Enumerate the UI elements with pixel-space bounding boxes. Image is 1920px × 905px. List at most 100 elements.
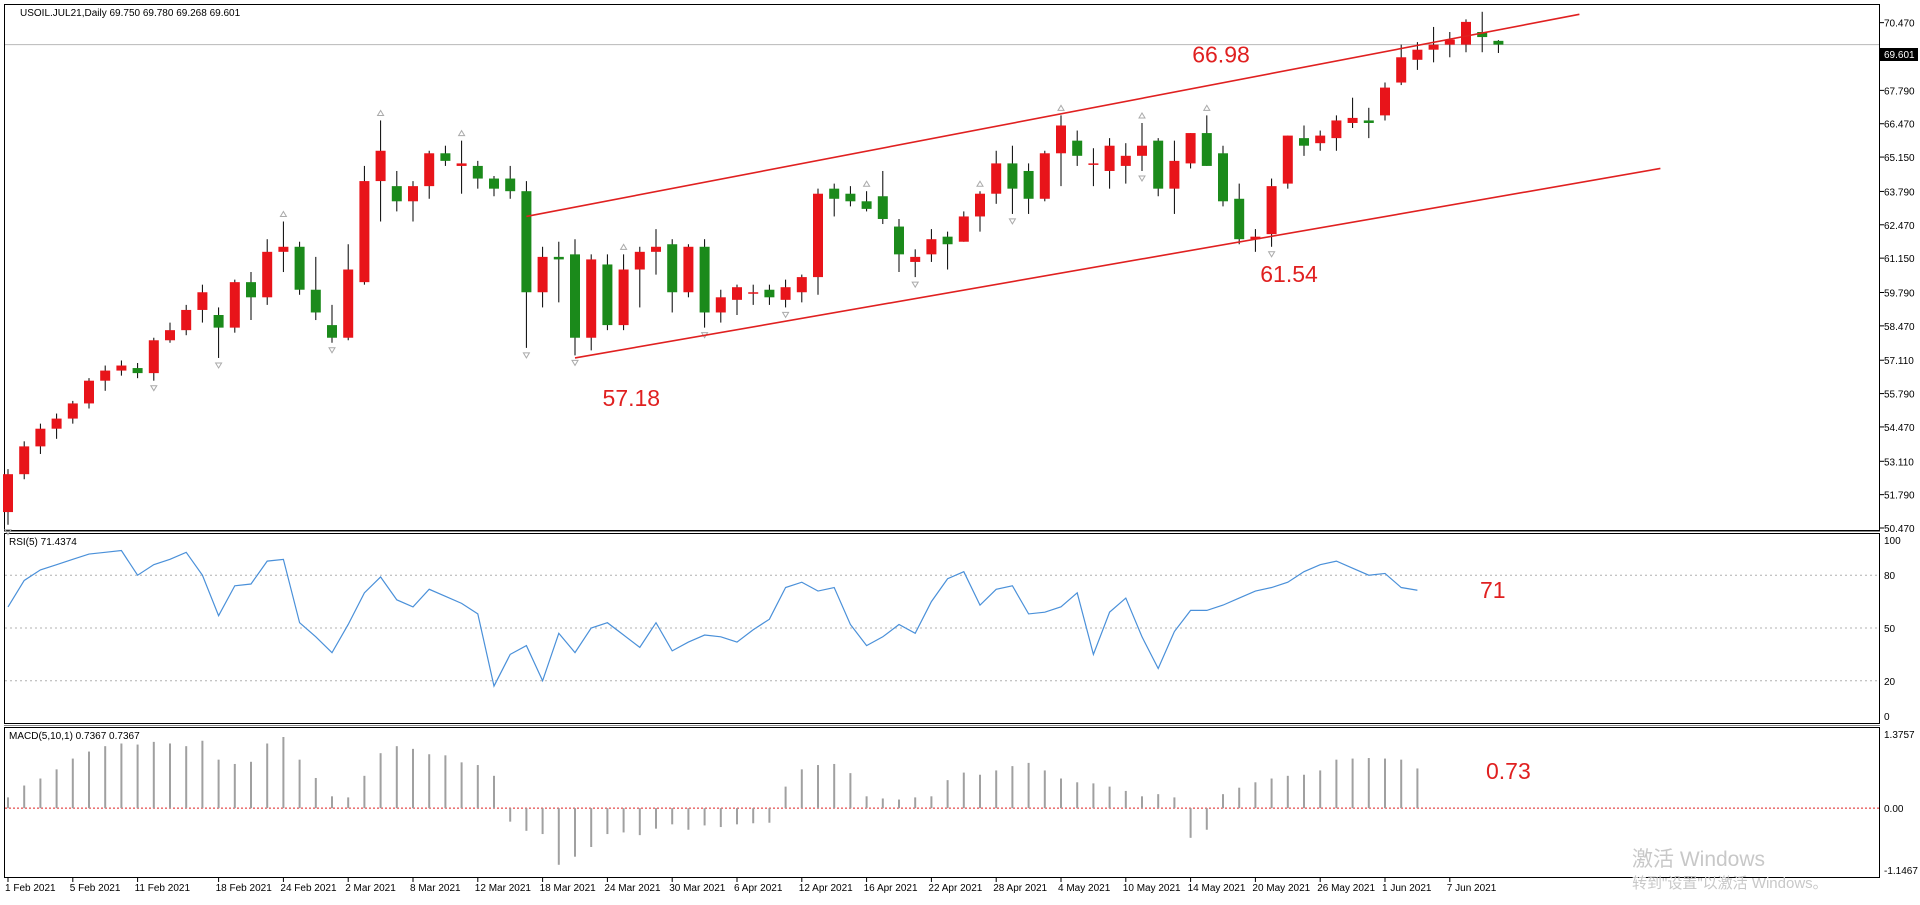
candle-body: [1072, 140, 1083, 156]
time-axis-label: 6 Apr 2021: [734, 883, 783, 894]
price-axis-label: 67.790: [1884, 86, 1915, 97]
candle-body: [1444, 39, 1455, 45]
candle-body: [472, 165, 483, 179]
axis-labels: 70.47069.15067.79066.47065.15063.79062.4…: [5, 19, 1918, 894]
rsi-axis-label: 100: [1884, 536, 1901, 547]
time-axis-label: 4 May 2021: [1058, 883, 1111, 894]
fractal-up-marker: [619, 243, 628, 250]
fractal-up-marker: [376, 109, 385, 116]
price-axis-label: 58.470: [1884, 322, 1915, 333]
candle-body: [894, 226, 904, 255]
macd-header: MACD(5,10,1) 0.7367 0.7367: [9, 731, 140, 742]
candle-body: [1428, 44, 1439, 50]
candle-body: [1331, 120, 1342, 139]
macd-layer: 0.73: [5, 737, 1879, 865]
macd-axis-label: 1.3757: [1884, 730, 1915, 741]
current-price-label: 69.601: [1884, 50, 1915, 61]
time-axis-label: 28 Apr 2021: [993, 883, 1047, 894]
candle-body: [586, 259, 597, 338]
time-axis-label: 14 May 2021: [1188, 883, 1246, 894]
candle-body: [1250, 236, 1261, 240]
fractal-down-marker: [328, 347, 336, 354]
candle-body: [359, 181, 370, 283]
channel-trendline: [574, 167, 1661, 359]
candle-body: [715, 297, 726, 313]
candle-body: [229, 282, 240, 328]
rsi-annotation: 71: [1480, 577, 1506, 603]
fractal-up-marker: [976, 180, 984, 187]
activation-watermark-subtitle: 转到"设置"以激活 Windows。: [1632, 875, 1828, 892]
rsi-layer: 71: [7, 549, 1506, 688]
fractal-down-marker: [522, 352, 531, 359]
fractal-down-marker: [1267, 251, 1276, 258]
fractal-down-marker: [4, 529, 12, 536]
candle-body: [424, 153, 435, 187]
fractal-up-marker: [279, 210, 288, 218]
candle-body: [262, 251, 273, 298]
price-axis-label: 62.470: [1884, 221, 1915, 232]
candle-body: [343, 269, 354, 338]
price-axis-label: 59.790: [1884, 289, 1915, 300]
time-axis-label: 8 Mar 2021: [410, 883, 461, 894]
candle-body: [1380, 87, 1390, 116]
candle-body: [683, 246, 694, 293]
candle-body: [1396, 57, 1407, 83]
price-axis-label: 70.470: [1884, 19, 1915, 30]
candle-body: [197, 292, 208, 310]
candle-body: [829, 188, 840, 199]
candle-body: [521, 191, 532, 293]
time-axis-label: 7 Jun 2021: [1447, 883, 1497, 894]
time-axis-label: 1 Feb 2021: [5, 883, 56, 894]
candle-body: [845, 193, 856, 202]
price-axis-label: 65.150: [1884, 153, 1915, 164]
fractal-down-marker: [1138, 175, 1146, 182]
candle-body: [213, 314, 224, 328]
rsi-axis-label: 50: [1884, 624, 1896, 635]
candle-body: [1347, 117, 1358, 123]
candles-layer: 57.18 66.98 61.54: [3, 11, 1661, 536]
candle-body: [489, 178, 499, 189]
price-axis-label: 54.470: [1884, 423, 1915, 434]
candle-body: [1185, 133, 1196, 164]
candle-body: [958, 216, 969, 242]
candle-body: [100, 370, 111, 381]
candle-body: [408, 186, 418, 202]
candle-body: [602, 264, 613, 326]
time-axis-label: 20 May 2021: [1252, 883, 1310, 894]
candle-body: [667, 244, 678, 293]
macd-annotation: 0.73: [1486, 758, 1531, 784]
price-axis-label: 63.790: [1884, 187, 1915, 198]
time-axis-label: 24 Feb 2021: [280, 883, 337, 894]
candle-body: [3, 474, 13, 513]
candle-body: [35, 428, 46, 447]
candle-body: [310, 289, 321, 313]
candle-body: [84, 380, 94, 404]
candle-body: [1137, 145, 1147, 156]
time-axis-label: 30 Mar 2021: [669, 883, 726, 894]
candle-body: [505, 178, 516, 192]
candle-body: [456, 163, 467, 166]
candle-body: [570, 254, 580, 338]
time-axis-label: 16 Apr 2021: [864, 883, 918, 894]
fractal-up-marker: [457, 129, 466, 137]
time-axis-label: 2 Mar 2021: [345, 883, 396, 894]
candle-body: [1056, 125, 1066, 154]
time-axis-label: 10 May 2021: [1123, 883, 1181, 894]
fractal-up-marker: [862, 180, 871, 187]
activation-watermark-title: 激活 Windows: [1632, 848, 1765, 871]
candle-body: [294, 246, 305, 290]
candle-body: [327, 325, 337, 338]
price-axis-label: 61.150: [1884, 254, 1915, 265]
rsi-axis-label: 0: [1884, 712, 1890, 723]
fractal-down-marker: [214, 362, 223, 369]
price-axis-label: 55.790: [1884, 390, 1915, 401]
candle-body: [246, 282, 256, 298]
time-axis-label: 26 May 2021: [1317, 883, 1375, 894]
time-axis-label: 18 Mar 2021: [540, 883, 597, 894]
candle-body: [116, 365, 127, 371]
price-annotation: 57.18: [603, 385, 661, 411]
candle-body: [732, 287, 742, 300]
candle-body: [537, 256, 548, 293]
